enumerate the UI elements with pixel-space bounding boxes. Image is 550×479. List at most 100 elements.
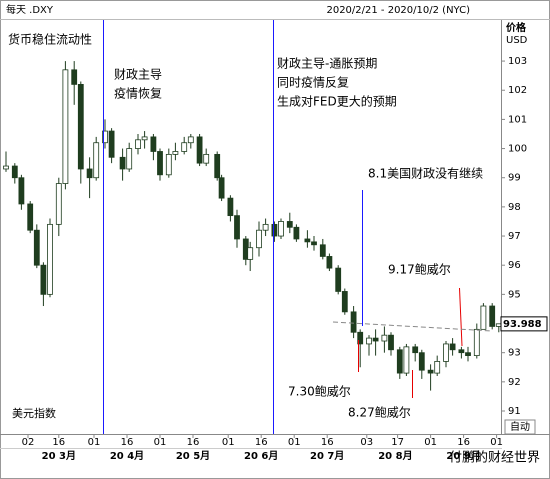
month-label: 20 3月 [42,450,76,462]
x-tick-label: 01 [490,437,503,448]
candle-body [319,244,326,257]
auto-label[interactable]: 自动 [510,420,530,433]
candle-body [256,229,262,249]
candle-body [86,168,93,179]
event-line [459,287,463,347]
annotation: 9.17鲍威尔 [388,262,451,277]
annotation: 同时疫情反复 [277,75,349,90]
candle-body [262,223,269,231]
candle-body [141,136,148,141]
candle-body [11,165,18,179]
x-tick-label: 16 [255,437,268,448]
candle-body [227,197,234,217]
annotation: 7.30鲍威尔 [288,384,351,399]
candle-body [157,151,163,176]
y-axis-unit: USD [506,35,528,46]
candle-body [286,221,293,228]
y-tick-label: 102 [508,85,527,96]
candle-body [489,305,496,327]
candle-body [40,264,47,295]
month-label: 20 6月 [244,450,278,462]
candle-body [214,153,221,179]
candle-body [473,328,480,356]
candle-body [181,142,188,152]
candle-body [449,343,456,351]
y-tick-label: 101 [508,114,527,125]
candle-body [71,69,78,85]
y-tick-label: 93 [508,348,521,359]
annotation: 财政主导 [114,68,162,82]
date-range: 2020/2/21 - 2020/10/2 (NYC) [326,5,470,16]
y-tick-label: 98 [508,202,521,213]
chart-title: 每天 .DXY [6,3,54,16]
candle-body [108,130,115,158]
x-tick-label: 16 [121,437,134,448]
x-tick-label: 01 [222,437,235,448]
candle-body [366,337,372,345]
candle-body [311,241,317,246]
candle-body [55,183,62,225]
y-tick-label: 96 [508,260,521,271]
annotation: 8.1美国财政没有继续 [368,166,483,181]
x-tick-label: 01 [288,437,301,448]
watermark: 付鹏的财经世界 [449,450,540,466]
month-label: 20 5月 [176,450,210,462]
annotation: 财政主导-通胀预期 [277,57,377,71]
candle-body [172,151,179,155]
y-tick-label: 92 [508,377,521,388]
candle-body [434,361,441,374]
candle-body [247,247,254,260]
candle-body [187,136,194,144]
candle-body [62,69,69,184]
x-tick-label: 02 [22,437,35,448]
candle-body [304,238,311,243]
candle-body [77,84,84,170]
annotation: 疫情恢复 [114,86,162,101]
month-label: 20 9月 [446,450,480,462]
annotation: 货币稳住流动性 [8,32,92,47]
candle-body [427,369,434,374]
y-tick-label: 91 [508,406,521,417]
x-tick-label: 03 [360,437,373,448]
y-tick-label: 103 [508,56,527,67]
candle-body [480,305,487,330]
x-tick-label: 01 [424,437,437,448]
y-tick-label: 99 [508,173,521,184]
y-axis-title: 价格 [506,21,527,34]
candle-body [412,346,419,354]
candle-body [93,142,100,179]
candle-body [443,343,449,362]
x-tick-label: 16 [321,437,334,448]
candle-body [126,148,133,170]
y-tick-label: 95 [508,289,521,300]
x-tick-label: 16 [52,437,65,448]
candle-body [18,177,25,205]
y-tick-label: 97 [508,231,521,242]
candle-body [33,229,40,266]
auto-button[interactable] [504,419,536,435]
x-tick-label: 17 [391,437,404,448]
last-price-box [500,316,548,332]
candle-body [165,153,172,176]
candle-body [381,334,388,342]
month-label: 20 4月 [110,450,144,462]
candle-body [135,139,141,149]
x-tick-label: 16 [187,437,200,448]
candle-body [335,267,342,292]
candle-body [203,153,210,164]
candle-body [350,311,357,333]
annotation: 8.27鲍威尔 [348,405,411,420]
month-label: 20 7月 [310,450,344,462]
candle-body [119,156,126,170]
candle-body [278,221,284,237]
candle-body [234,215,240,240]
y-tick-label: 100 [508,144,527,155]
x-tick-label: 16 [457,437,470,448]
candle-body [3,165,9,170]
candle-body [218,177,225,199]
candle-body [47,223,53,295]
month-label: 20 8月 [378,450,412,462]
candle-body [271,223,278,237]
x-tick-label: 01 [154,437,167,448]
candle-body [357,331,364,345]
